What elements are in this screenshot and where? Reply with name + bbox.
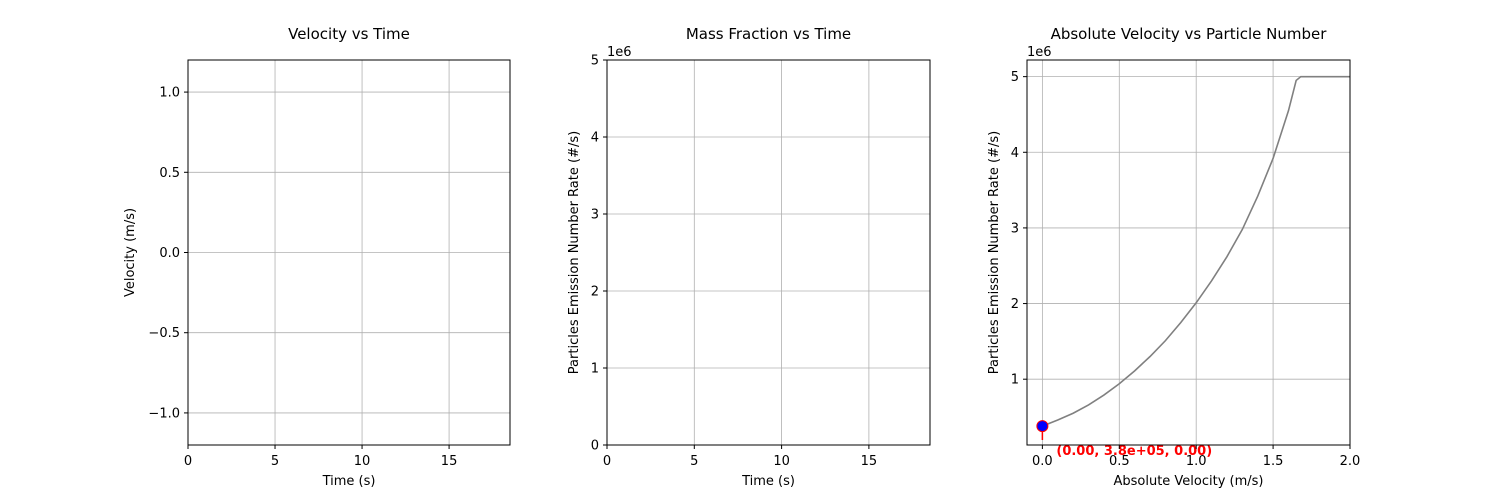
y-tick-label: 4 — [1011, 146, 1019, 161]
x-axis-label: Absolute Velocity (m/s) — [1113, 474, 1263, 489]
x-tick-label: 15 — [861, 454, 878, 469]
x-tick-label: 1.5 — [1263, 454, 1284, 469]
y-tick-label: 1 — [1011, 373, 1019, 388]
y-tick-label: 4 — [591, 131, 599, 146]
x-tick-label: 0 — [184, 454, 192, 469]
chart-panel-1: 0 5 10 15 −1.0 −0.5 0.0 0.5 1.0 Velocity vs Time T… — [123, 25, 511, 489]
y-axis-label: Particles Emission Number Rate (#/s) — [567, 131, 582, 374]
y-tick-label: 1 — [591, 362, 599, 377]
chart-title: Velocity vs Time — [288, 25, 410, 43]
y-axis-label: Particles Emission Number Rate (#/s) — [987, 131, 1002, 374]
y-tick-label: −1.0 — [148, 406, 180, 421]
x-tick-label: 15 — [441, 454, 458, 469]
x-axis-label: Time (s) — [741, 474, 795, 489]
y-tick-label: 1.0 — [159, 86, 180, 101]
y-tick-label: −0.5 — [148, 326, 180, 341]
y-tick-label: 0.0 — [159, 246, 180, 261]
x-axis-label: Time (s) — [322, 474, 376, 489]
x-tick-label: 10 — [354, 454, 371, 469]
series-line-1 — [1042, 75, 1350, 427]
x-tick-label: 0.5 — [1109, 454, 1130, 469]
data-point-marker — [1036, 420, 1049, 433]
y-offset-label: 1e6 — [1027, 45, 1052, 60]
plot-frame — [606, 59, 931, 446]
y-tick-label: 5 — [1011, 70, 1019, 85]
y-tick-label: 2 — [591, 285, 599, 300]
point-annotation-label: (0.00, 3.8e+05, 0.00) — [1056, 444, 1212, 459]
x-tick-label: 10 — [773, 454, 790, 469]
y-tick-label: 2 — [1011, 297, 1019, 312]
chart-title: Absolute Velocity vs Particle Number — [1051, 25, 1328, 43]
y-axis-label: Velocity (m/s) — [123, 208, 138, 297]
y-tick-label: 3 — [591, 208, 599, 223]
x-tick-label: 5 — [271, 454, 279, 469]
y-tick-label: 0.5 — [159, 166, 180, 181]
x-tick-label: 1.0 — [1186, 454, 1207, 469]
y-offset-label: 1e6 — [607, 45, 632, 60]
x-tick-label: 2.0 — [1340, 454, 1361, 469]
plot-frame — [1026, 59, 1351, 446]
y-tick-label: 3 — [1011, 221, 1019, 236]
x-tick-label: 0 — [603, 454, 611, 469]
chart-title: Mass Fraction vs Time — [686, 25, 851, 43]
y-tick-label: 0 — [591, 439, 599, 454]
x-tick-label: 0.0 — [1032, 454, 1053, 469]
chart-panel-2: 0 5 10 15 0 1 2 3 4 5 1e6 Mass Fraction vs Time Time… — [567, 25, 931, 489]
chart-panel-3: (0.00, 3.8e+05, 0.00)0.0 0.5 1.0 1.5 2.0 1 2 3 4… — [987, 25, 1360, 489]
y-tick-label: 5 — [591, 54, 599, 69]
x-tick-label: 5 — [690, 454, 698, 469]
